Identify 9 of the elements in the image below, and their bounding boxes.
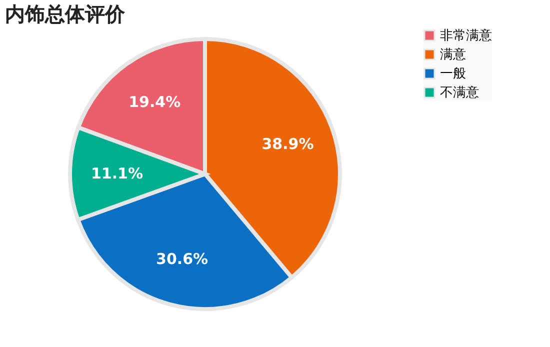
legend-label: 一般 (440, 66, 466, 82)
data-label: 11.1% (90, 164, 144, 183)
legend-label: 不满意 (440, 86, 479, 100)
chart-title: 内饰总体评价 (5, 2, 126, 26)
data-label: 38.9% (262, 134, 314, 153)
data-label: 19.4% (128, 92, 181, 111)
legend-label: 满意 (440, 48, 466, 62)
data-label: 30.6% (156, 250, 208, 268)
legend-label: 非常满意 (440, 28, 492, 44)
